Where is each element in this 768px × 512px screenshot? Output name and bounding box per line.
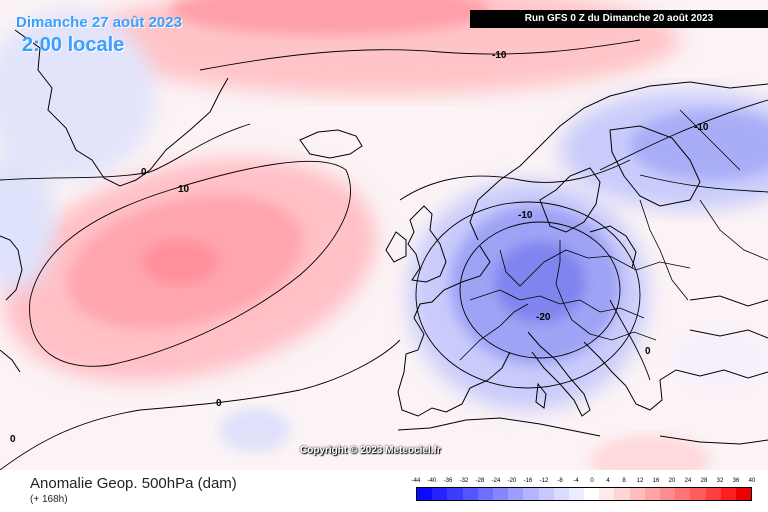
legend-tick-label: -8 [557, 478, 563, 484]
legend-tick-label: -24 [491, 478, 501, 484]
legend-swatch [584, 488, 600, 500]
legend-tick-label: -32 [459, 478, 469, 484]
legend-swatch [477, 488, 493, 500]
forecast-step: (+ 168h) [30, 494, 68, 505]
legend-tick-label: 24 [684, 478, 692, 484]
legend-swatch [462, 488, 478, 500]
legend-swatch [735, 488, 752, 500]
legend-tick-label: 28 [700, 478, 708, 484]
parameter-title: Anomalie Geop. 500hPa (dam) [30, 475, 237, 492]
contour-label: 0 [645, 346, 651, 357]
legend-tick-label: 4 [606, 478, 610, 484]
contour-label-group: -10 -10 10 0 -10 -20 0 0 0 [10, 50, 709, 445]
legend-tick-label: -28 [475, 478, 485, 484]
legend-swatch [568, 488, 585, 500]
legend-tick-label: -12 [539, 478, 549, 484]
contour-label: 10 [178, 184, 190, 195]
anomaly-contours [0, 39, 768, 470]
legend-swatch [675, 488, 691, 500]
legend-swatch [523, 488, 539, 500]
copyright-notice: Copyright © 2023 Meteociel.fr [300, 445, 441, 456]
anomaly-map: -10 -10 10 0 -10 -20 0 0 0 [0, 0, 768, 470]
contour-label: -10 [518, 210, 533, 221]
legend-tick-label: 12 [636, 478, 644, 484]
legend-tick-label: 16 [652, 478, 660, 484]
legend-tick-label: 40 [748, 478, 756, 484]
legend-swatch [720, 488, 736, 500]
contour-label: 0 [141, 167, 147, 178]
contour-label: 0 [10, 434, 16, 445]
legend-tick-label: 32 [716, 478, 724, 484]
legend-tick-label: -40 [427, 478, 437, 484]
legend-swatch [553, 488, 569, 500]
legend-tick-label: -20 [507, 478, 517, 484]
color-scale-legend: -44 -40 -36 -32 -28 -24 -20 -16 -12 -8 -4 0 4 8 12 16 20… [412, 478, 755, 508]
legend-tick-label: -16 [523, 478, 533, 484]
legend-swatch [629, 488, 645, 500]
legend-swatch [644, 488, 660, 500]
legend-swatch [417, 488, 433, 500]
legend-swatch [660, 488, 676, 500]
valid-date: Dimanche 27 août 2023 [16, 14, 182, 31]
legend-tick-label: 36 [732, 478, 740, 484]
local-time: 2:00 locale [22, 34, 125, 56]
legend-tick-label: 8 [622, 478, 626, 484]
legend-tick-label: -36 [443, 478, 453, 484]
legend-tick-label: 20 [668, 478, 676, 484]
legend-tick-label: -44 [411, 478, 421, 484]
contour-label: -20 [536, 312, 551, 323]
legend-swatch [614, 488, 630, 500]
legend-swatch [508, 488, 524, 500]
legend-tick-label: 0 [590, 478, 594, 484]
legend-swatch [599, 488, 615, 500]
legend-swatch [447, 488, 463, 500]
coastlines [0, 29, 768, 445]
contour-label: 0 [216, 398, 222, 409]
legend-swatch [705, 488, 721, 500]
contour-label: -10 [694, 122, 709, 133]
legend-swatch [538, 488, 554, 500]
anomaly-shading [0, 0, 768, 470]
legend-tick-label: -4 [573, 478, 579, 484]
contour-label: -10 [492, 50, 507, 61]
legend-swatch [432, 488, 448, 500]
legend-swatch [690, 488, 706, 500]
legend-swatch [492, 488, 509, 500]
legend-swatches [416, 487, 752, 501]
run-info-banner: Run GFS 0 Z du Dimanche 20 août 2023 [470, 10, 768, 28]
